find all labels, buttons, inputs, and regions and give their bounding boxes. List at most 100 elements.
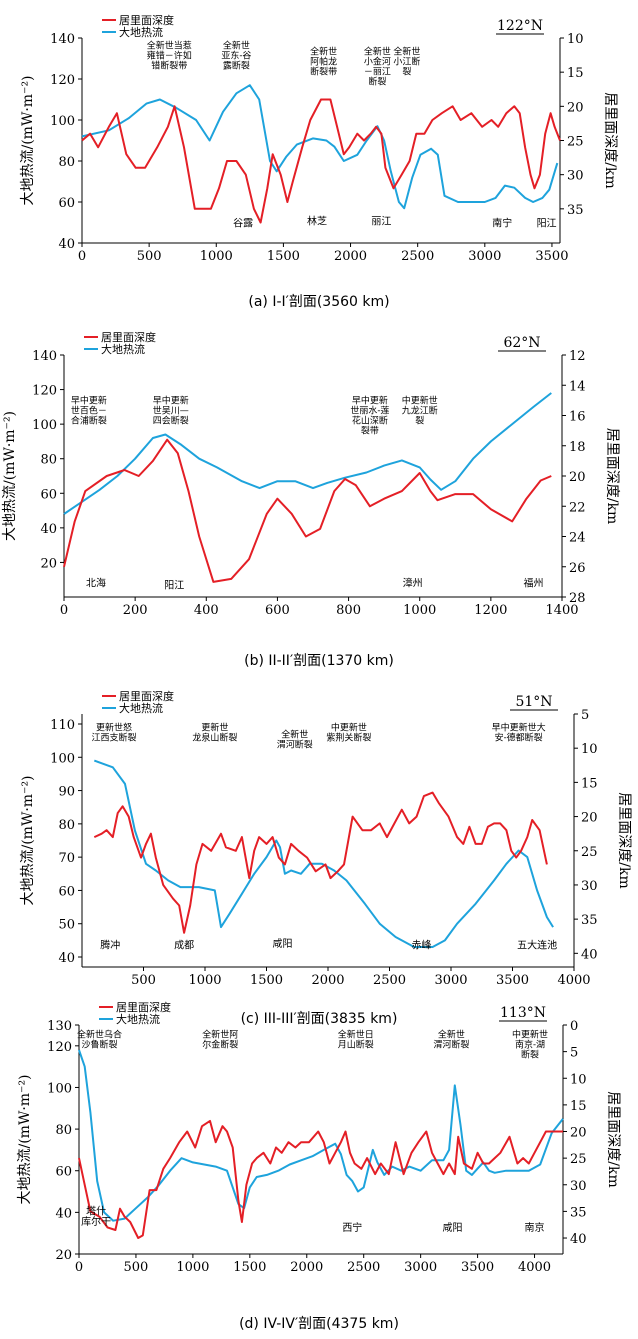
fault-annotation: 断裂带	[310, 65, 337, 77]
y-right-tick-label: 0	[570, 1019, 578, 1034]
fault-annotation: 尔金断裂	[202, 1038, 238, 1050]
y-right-tick-label: 35	[567, 203, 584, 218]
fault-annotation: 渭河断裂	[277, 738, 313, 750]
fault-annotation: 全新世日	[338, 1028, 374, 1040]
place-label: 南宁	[492, 217, 512, 230]
heat-flow-line	[81, 84, 559, 210]
fault-annotation: －丽江	[364, 66, 391, 77]
legend-label: 居里面深度	[101, 330, 156, 344]
y-right-tick-label: 30	[570, 1179, 587, 1194]
x-tick-label: 2500	[373, 973, 406, 988]
x-tick-label: 1000	[188, 973, 221, 988]
y-left-tick-label: 140	[32, 349, 57, 364]
x-tick-label: 3000	[468, 249, 501, 264]
y-right-tick-label: 20	[570, 1126, 587, 1141]
fault-annotation: 更新世	[201, 722, 228, 734]
fault-annotation: 全新世	[223, 39, 250, 51]
place-label: 谷露	[233, 218, 253, 230]
x-tick-label: 1000	[176, 1260, 209, 1275]
fault-annotation: 沙鲁断裂	[81, 1038, 117, 1050]
x-tick-label: 0	[60, 603, 68, 618]
y-right-tick-label: 20	[581, 811, 598, 826]
x-tick-label: 600	[265, 603, 290, 618]
place-label: 北海	[86, 577, 106, 590]
fault-annotation: 小江断	[393, 55, 420, 67]
y-left-axis-title: 大地热流/(mW·m⁻²)	[17, 1074, 33, 1204]
x-tick-label: 3500	[496, 973, 529, 988]
y-left-tick-label: 40	[58, 951, 75, 966]
place-label: 库尔干	[81, 1215, 111, 1228]
y-right-axis-title: 居里面深度/km	[602, 92, 618, 188]
y-right-tick-label: 20	[569, 470, 586, 485]
y-right-tick-label: 5	[581, 708, 589, 723]
fault-annotation: 全新世乌合	[77, 1028, 122, 1040]
y-right-tick-label: 28	[569, 591, 586, 606]
fault-annotation: 南京-湖	[515, 1038, 545, 1050]
y-right-tick-label: 15	[581, 776, 598, 791]
fault-annotation: 中更新世	[331, 722, 367, 734]
fault-annotation: 全新世阿	[202, 1028, 238, 1040]
fault-annotation: 裂	[415, 415, 424, 426]
legend-label: 居里面深度	[119, 689, 174, 703]
legend-label: 大地热流	[101, 342, 145, 356]
y-left-axis-title: 大地热流/(mW·m⁻²)	[2, 411, 18, 541]
y-right-tick-label: 10	[581, 742, 598, 757]
y-left-tick-label: 100	[50, 114, 75, 129]
chart-panel-2: 500 1000 1500 2000 2500 3000 3500 4000 40 50 60 70 8…	[20, 689, 632, 988]
y-right-tick-label: 18	[569, 440, 586, 455]
y-left-tick-label: 120	[50, 73, 75, 88]
fault-annotation: 世百色－	[71, 404, 107, 416]
x-tick-label: 3500	[461, 1260, 494, 1275]
legend-label: 大地热流	[119, 25, 163, 39]
y-right-tick-label: 25	[581, 845, 598, 860]
x-tick-label: 4000	[518, 1260, 551, 1275]
fault-annotation: 中更新世	[512, 1028, 548, 1040]
caption-a: (a) Ⅰ-Ⅰ′剖面(3560 km)	[248, 294, 390, 310]
y-right-tick-label: 12	[569, 349, 586, 364]
y-right-axis-title: 居里面深度/km	[616, 792, 632, 888]
fault-annotation: 雍错－许如	[147, 49, 192, 61]
chart-panel-1: 0 200 400 600 800 1000 1200 1400 20 40 60 80 100 120 1…	[2, 330, 620, 618]
x-tick-label: 1500	[250, 973, 283, 988]
heat-flow-line	[78, 1049, 564, 1222]
y-right-tick-label: 35	[570, 1205, 587, 1220]
y-right-tick-label: 20	[567, 100, 584, 115]
x-tick-label: 3000	[404, 1260, 437, 1275]
fault-annotation: 世吴川—	[153, 404, 189, 416]
y-right-tick-label: 24	[569, 531, 586, 546]
y-left-tick-label: 60	[40, 487, 57, 502]
y-right-tick-label: 40	[570, 1232, 587, 1247]
place-label: 咸阳	[272, 938, 292, 950]
legend-label: 大地热流	[119, 701, 163, 715]
x-tick-label: 1000	[200, 249, 233, 264]
y-right-axis-title: 居里面深度/km	[604, 428, 620, 524]
y-left-tick-label: 40	[55, 1206, 72, 1221]
fault-annotation: 全新世	[438, 1028, 465, 1040]
place-label: 漳州	[403, 577, 423, 590]
y-left-tick-label: 20	[40, 556, 57, 571]
y-left-tick-label: 130	[47, 1019, 72, 1034]
x-tick-label: 4000	[557, 973, 590, 988]
x-tick-label: 2000	[334, 249, 367, 264]
fault-annotation: 中更新世	[402, 394, 438, 406]
y-right-tick-label: 30	[567, 169, 584, 184]
x-tick-label: 800	[336, 603, 361, 618]
place-label: 南京	[525, 1221, 545, 1234]
curie-depth-line	[78, 1119, 563, 1239]
place-label: 塔什	[86, 1204, 106, 1217]
fault-annotation: 断裂	[521, 1048, 539, 1060]
y-left-tick-label: 100	[47, 1081, 72, 1096]
y-left-tick-label: 110	[50, 718, 75, 733]
y-left-axis-title: 大地热流/(mW·m⁻²)	[20, 775, 36, 905]
y-right-tick-label: 25	[567, 135, 584, 150]
fault-annotation: 全新世当惹	[147, 39, 192, 51]
fault-annotation: 更新世怒	[96, 722, 132, 734]
y-right-tick-label: 10	[570, 1072, 587, 1087]
heat-flow-line	[93, 759, 554, 948]
fault-annotation: 安-德都断裂	[495, 732, 543, 744]
fault-annotation: 裂带	[361, 425, 379, 436]
latitude-label: 62°N	[503, 335, 540, 351]
y-left-tick-label: 70	[58, 851, 75, 866]
y-left-tick-label: 20	[55, 1248, 72, 1263]
place-label: 成都	[174, 940, 194, 952]
